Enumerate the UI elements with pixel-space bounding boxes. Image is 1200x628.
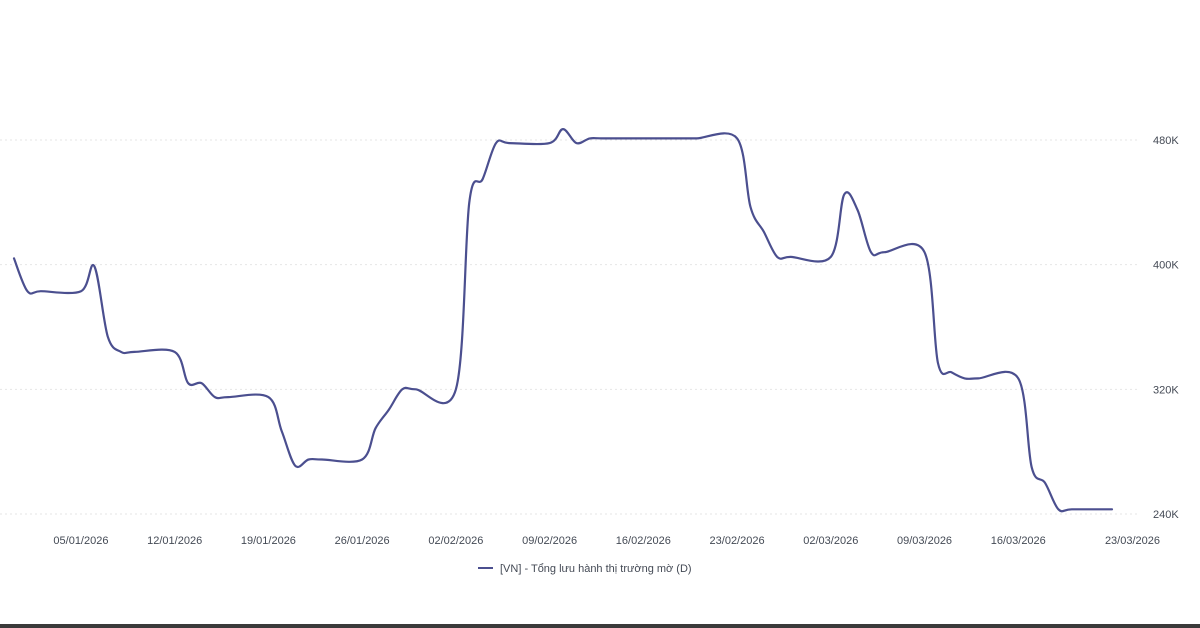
x-tick-label: 02/02/2026: [428, 535, 483, 547]
x-tick-label: 09/03/2026: [897, 535, 952, 547]
bottom-bar: [0, 624, 1200, 628]
x-tick-label: 16/03/2026: [991, 535, 1046, 547]
legend-label: [VN] - Tổng lưu hành thị trường mờ (D): [500, 563, 692, 575]
x-tick-label: 23/02/2026: [710, 535, 765, 547]
legend[interactable]: [VN] - Tổng lưu hành thị trường mờ (D): [478, 563, 692, 575]
x-tick-label: 23/03/2026: [1105, 535, 1160, 547]
series-line: [12, 128, 1114, 513]
grid-lines: [0, 139, 1140, 515]
x-tick-label: 05/01/2026: [53, 535, 108, 547]
x-tick-label: 16/02/2026: [616, 535, 671, 547]
y-axis: 480K 400K 320K 240K: [1153, 135, 1179, 521]
x-tick-label: 02/03/2026: [803, 535, 858, 547]
y-tick-label: 240K: [1153, 509, 1179, 521]
x-tick-label: 09/02/2026: [522, 535, 577, 547]
x-tick-label: 12/01/2026: [147, 535, 202, 547]
y-tick-label: 320K: [1153, 384, 1179, 396]
x-tick-label: 26/01/2026: [335, 535, 390, 547]
y-tick-label: 400K: [1153, 260, 1179, 272]
series-group: [12, 128, 1114, 513]
x-tick-label: 19/01/2026: [241, 535, 296, 547]
x-axis: 05/01/2026 12/01/2026 19/01/2026 26/01/2026…: [53, 535, 1160, 547]
y-tick-label: 480K: [1153, 135, 1179, 147]
